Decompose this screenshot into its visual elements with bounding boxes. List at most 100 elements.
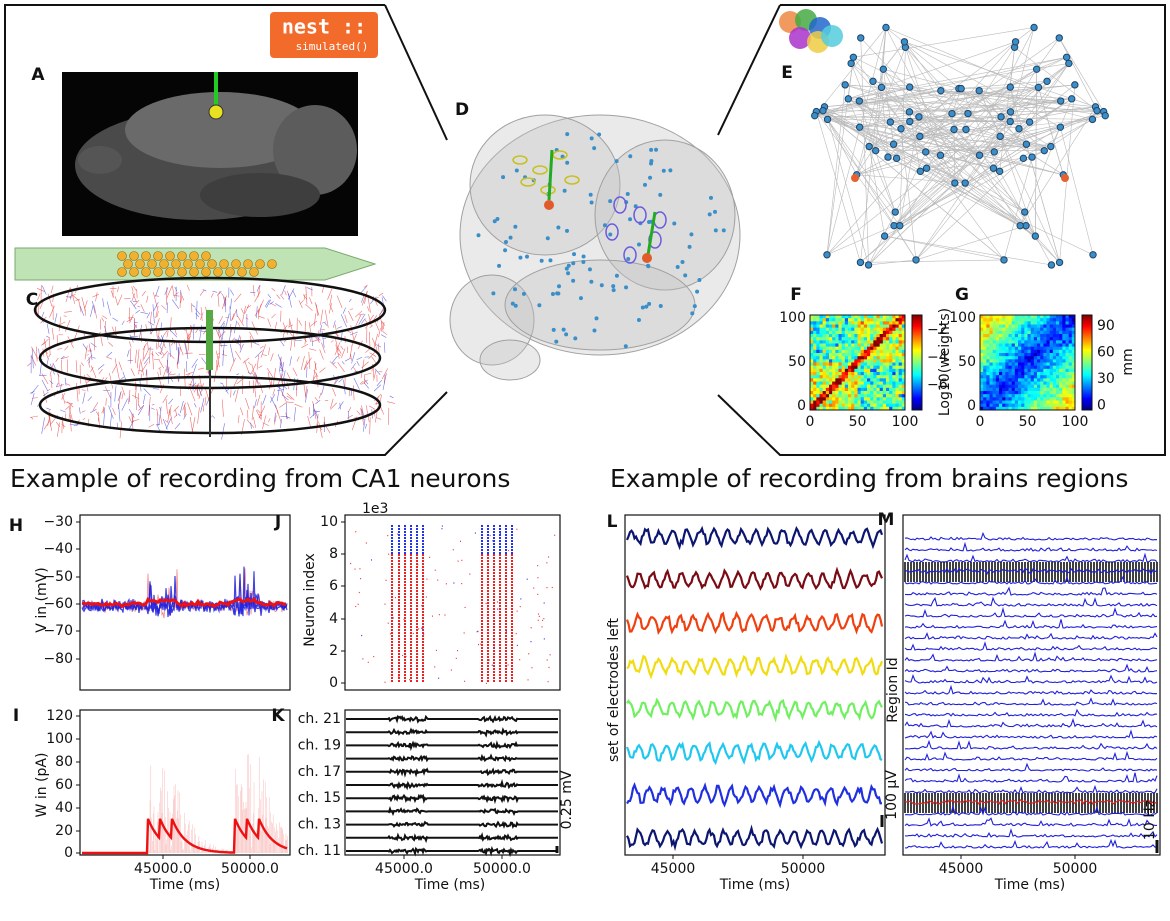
- matrix-cell: [1046, 349, 1050, 354]
- dendrite: [57, 422, 60, 437]
- matrix-cell: [879, 394, 884, 398]
- matrix-cell: [822, 391, 827, 395]
- matrix-cell: [870, 387, 874, 392]
- matrix-cell: [841, 394, 846, 398]
- dendrite: [61, 356, 69, 360]
- matrix-cell: [832, 334, 836, 338]
- matrix-cell: [819, 387, 823, 392]
- matrix-cell: [1008, 403, 1012, 408]
- matrix-cell: [1021, 384, 1025, 389]
- spike-dot: [491, 664, 493, 666]
- spike-dot: [417, 653, 419, 655]
- matrix-cell: [889, 406, 893, 411]
- matrix-cell: [873, 403, 877, 408]
- dendrite: [378, 306, 385, 317]
- dendrite: [128, 390, 131, 405]
- dendrite: [315, 372, 319, 388]
- node: [877, 83, 886, 92]
- matrix-cell: [1005, 375, 1009, 379]
- matrix-cell: [892, 327, 896, 332]
- node: [847, 59, 855, 68]
- region-node: [548, 258, 553, 263]
- matrix-cell: [1049, 337, 1054, 341]
- matrix-cell: [1008, 356, 1012, 360]
- matrix-cell: [1062, 368, 1066, 373]
- matrix-cell: [876, 365, 880, 370]
- matrix-cell: [986, 353, 990, 357]
- matrix-cell: [999, 356, 1003, 360]
- matrix-cell: [1043, 400, 1047, 404]
- matrix-cell: [1056, 391, 1060, 395]
- matrix-cell: [889, 394, 893, 398]
- matrix-cell: [980, 359, 984, 363]
- dendrite: [320, 309, 323, 326]
- matrix-cell: [901, 334, 906, 338]
- node-highlight: [1061, 174, 1069, 182]
- matrix-cell: [1046, 324, 1050, 328]
- matrix-cell: [822, 406, 827, 411]
- matrix-cell: [863, 400, 868, 404]
- matrix-cell: [863, 334, 868, 338]
- matrix-cell: [1024, 391, 1028, 395]
- node: [961, 179, 969, 187]
- matrix-cell: [980, 346, 984, 351]
- matrix-cell: [841, 381, 846, 385]
- spike-dot: [508, 549, 510, 552]
- matrix-cell: [995, 321, 1000, 325]
- matrix-cell: [898, 330, 903, 335]
- matrix-cell: [844, 400, 849, 404]
- matrix-cell: [892, 400, 896, 404]
- spike-dot: [477, 643, 479, 646]
- matrix-cell: [892, 397, 896, 401]
- matrix-cell: [1049, 330, 1054, 335]
- node: [964, 109, 972, 118]
- matrix-cell: [822, 368, 827, 373]
- region-node: [649, 161, 654, 166]
- matrix-cell: [1071, 346, 1076, 351]
- matrix-cell: [1062, 334, 1066, 338]
- matrix-cell: [895, 372, 899, 376]
- rate-trace: [904, 717, 1158, 728]
- matrix-cell: [841, 400, 846, 404]
- matrix-cell: [851, 346, 855, 351]
- dendrite: [268, 347, 270, 355]
- colorbar-label: mm: [1120, 348, 1136, 375]
- matrix-cell: [1068, 334, 1073, 338]
- matrix-cell: [813, 324, 817, 328]
- matrix-cell: [1024, 387, 1028, 392]
- dendrite: [344, 357, 351, 362]
- matrix-cell: [892, 315, 896, 319]
- matrix-cell: [873, 368, 877, 373]
- dendrite: [364, 319, 368, 324]
- matrix-cell: [863, 394, 868, 398]
- connection: [881, 87, 889, 158]
- dendrite: [60, 409, 67, 413]
- dendrite: [67, 336, 74, 349]
- probe-contact: [165, 267, 175, 277]
- dendrite: [69, 294, 76, 298]
- dendrite: [181, 295, 185, 301]
- site-ring: [512, 155, 528, 165]
- matrix-cell: [1011, 337, 1016, 341]
- matrix-cell: [876, 372, 880, 376]
- probe-contact: [219, 259, 229, 269]
- rate-trace: [904, 552, 1158, 563]
- matrix-cell: [1043, 321, 1047, 325]
- matrix-cell: [1068, 343, 1073, 347]
- node: [916, 132, 924, 141]
- matrix-cell: [838, 315, 842, 319]
- matrix-cell: [832, 318, 836, 322]
- matrix-cell: [822, 353, 827, 357]
- matrix-cell: [1021, 362, 1025, 366]
- matrix-cell: [1027, 324, 1031, 328]
- node: [1030, 23, 1038, 32]
- matrix-cell: [867, 346, 871, 351]
- matrix-cell: [1071, 321, 1076, 325]
- dendrite: [361, 291, 368, 306]
- matrix-cell: [995, 397, 1000, 401]
- matrix-cell: [829, 356, 833, 360]
- matrix-cell: [1005, 324, 1009, 328]
- matrix-cell: [851, 318, 855, 322]
- lfp-trace: [346, 778, 558, 791]
- matrix-cell: [1052, 318, 1057, 322]
